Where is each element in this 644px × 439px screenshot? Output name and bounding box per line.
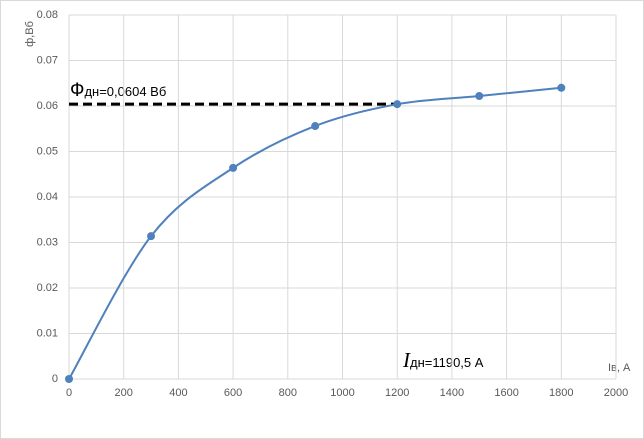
x-tick-label: 800	[279, 387, 297, 399]
y-tick-label: 0.06	[37, 100, 58, 112]
x-tick-label: 200	[115, 387, 133, 399]
annotation: Фдн=0,0604 Вб	[70, 80, 166, 101]
annotation-symbol: Ф	[70, 80, 84, 101]
y-tick-label: 0.02	[37, 282, 58, 294]
y-tick-label: 0.08	[37, 9, 58, 21]
y-tick-label: 0	[52, 373, 58, 385]
x-tick-label: 1200	[385, 387, 409, 399]
x-tick-label: 400	[169, 387, 187, 399]
data-point	[393, 100, 402, 109]
y-tick-label: 0.04	[37, 191, 58, 203]
x-tick-label: 2000	[604, 387, 628, 399]
data-point	[147, 232, 156, 241]
annotation: Iдн=1190,5 А	[402, 348, 484, 372]
data-point	[229, 163, 238, 172]
annotation-symbol: I	[402, 348, 411, 372]
y-axis-label: ф,Вб	[24, 21, 36, 47]
x-tick-label: 0	[66, 387, 72, 399]
x-tick-label: 1400	[440, 387, 464, 399]
y-tick-label: 0.03	[37, 236, 58, 248]
annotation-text: дн=1190,5 А	[410, 355, 484, 370]
y-tick-label: 0.01	[37, 327, 58, 339]
data-point	[475, 91, 484, 100]
data-point	[311, 122, 320, 131]
x-tick-label: 1800	[549, 387, 573, 399]
x-tick-label: 1000	[330, 387, 354, 399]
y-tick-label: 0.05	[37, 145, 58, 157]
data-point	[557, 83, 566, 92]
x-tick-label: 1600	[494, 387, 518, 399]
annotation-text: дн=0,0604 Вб	[84, 84, 166, 99]
data-point	[65, 375, 73, 383]
y-tick-label: 0.07	[37, 54, 58, 66]
x-axis-label: Iв, А	[608, 362, 631, 374]
x-tick-label: 600	[224, 387, 242, 399]
